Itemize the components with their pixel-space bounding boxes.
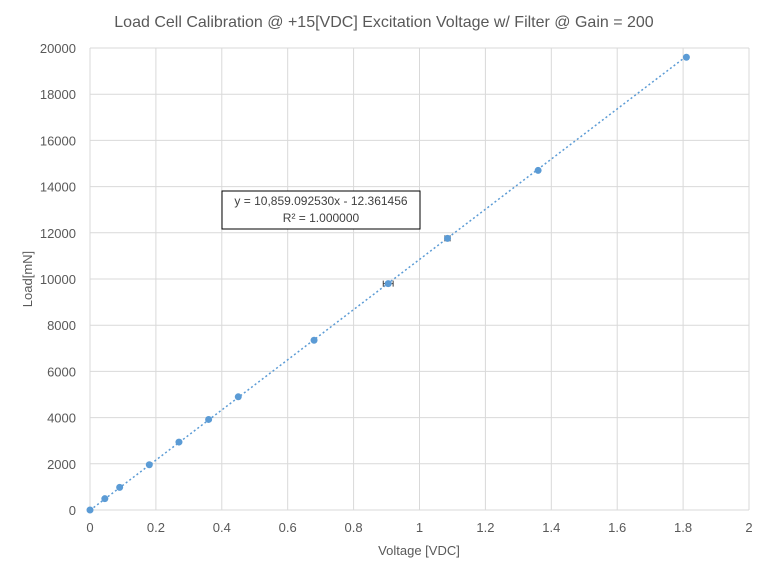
data-point[interactable] [145,461,153,469]
y-tick-label: 12000 [40,226,76,241]
x-axis-title: Voltage [VDC] [378,543,460,558]
y-axis-title: Load[mN] [20,251,35,307]
x-tick-labels: 0 0.2 0.4 0.6 0.8 1 1.2 1.4 1.6 1.8 2 [86,520,752,535]
x-tick-label: 2 [745,520,752,535]
y-tick-label: 18000 [40,87,76,102]
data-point[interactable] [205,415,213,423]
data-point[interactable] [175,438,183,446]
data-point[interactable] [86,506,94,514]
x-tick-label: 0.6 [279,520,297,535]
trendline-equation-box[interactable]: y = 10,859.092530x - 12.361456 R² = 1.00… [221,190,421,230]
data-point[interactable] [101,495,109,503]
trendline-r-squared: R² = 1.000000 [283,211,360,225]
x-tick-label: 0 [86,520,93,535]
data-point[interactable] [444,234,452,242]
x-tick-label: 0.4 [213,520,231,535]
chart-title: Load Cell Calibration @ +15[VDC] Excitat… [114,14,654,31]
x-tick-label: 0.8 [345,520,363,535]
x-tick-label: 1.8 [674,520,692,535]
y-tick-labels: 0 2000 4000 6000 8000 10000 12000 14000 16000 180… [40,41,76,518]
data-point[interactable] [682,53,690,61]
y-tick-label: 2000 [47,457,76,472]
data-point[interactable] [234,393,242,401]
data-point[interactable] [116,483,124,491]
y-tick-label: 6000 [47,364,76,379]
x-tick-label: 1.2 [476,520,494,535]
x-tick-label: 1.6 [608,520,626,535]
x-tick-label: 1.4 [542,520,560,535]
y-tick-label: 16000 [40,133,76,148]
trendline-equation: y = 10,859.092530x - 12.361456 [234,194,407,208]
data-points [86,53,690,514]
x-tick-label: 1 [416,520,423,535]
y-tick-label: 0 [69,503,76,518]
x-tick-label: 0.2 [147,520,165,535]
y-tick-label: 4000 [47,411,76,426]
data-point[interactable] [534,166,542,174]
data-point[interactable] [384,280,392,288]
y-tick-label: 8000 [47,318,76,333]
data-point[interactable] [310,336,318,344]
gridlines [89,47,750,511]
y-tick-label: 14000 [40,180,76,195]
y-tick-label: 10000 [40,272,76,287]
y-tick-label: 20000 [40,41,76,56]
equation-box-frame [221,190,421,230]
